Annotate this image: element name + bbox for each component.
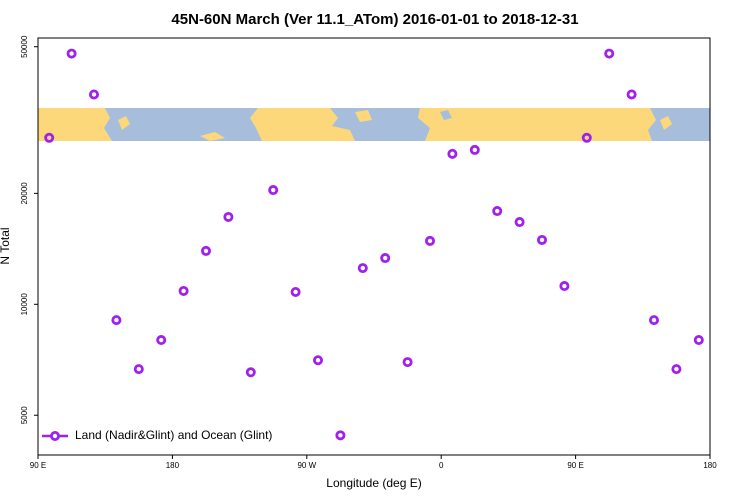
point: [626, 89, 637, 100]
point: [335, 430, 346, 441]
point: [245, 367, 256, 378]
point: [492, 206, 503, 217]
x-tick-label: 90 E: [567, 461, 583, 470]
point: [693, 335, 704, 346]
chart-title: 45N-60N March (Ver 11.1_ATom) 2016-01-01…: [171, 11, 578, 28]
x-tick-label: 90 W: [297, 461, 316, 470]
x-tick-label: 180: [703, 461, 717, 470]
point: [581, 132, 592, 143]
x-tick-label: 0: [439, 461, 444, 470]
point: [559, 281, 570, 292]
point: [357, 263, 368, 274]
point: [156, 335, 167, 346]
point: [223, 211, 234, 222]
x-tick-label: 90 E: [30, 461, 46, 470]
y-tick-label: 5000: [20, 406, 29, 424]
point: [380, 253, 391, 264]
x-tick-label: 180: [166, 461, 180, 470]
plot-frame: [37, 37, 711, 456]
point: [290, 286, 301, 297]
x-axis-label: Longitude (deg E): [326, 476, 421, 490]
point: [200, 245, 211, 256]
point: [537, 234, 548, 245]
point: [424, 235, 435, 246]
point: [402, 357, 413, 368]
point: [469, 144, 480, 155]
y-tick-label: 10000: [20, 293, 29, 316]
point: [514, 217, 525, 228]
point: [312, 355, 323, 366]
legend-label: Land (Nadir&Glint) and Ocean (Glint): [75, 428, 272, 442]
map-strip: [38, 108, 710, 141]
point: [89, 89, 100, 100]
y-tick-label: 20000: [20, 182, 29, 205]
point: [447, 148, 458, 159]
point: [133, 364, 144, 375]
y-tick-label: 50000: [20, 35, 29, 58]
point: [604, 48, 615, 59]
y-axis-label: N Total: [0, 227, 12, 264]
point: [178, 285, 189, 296]
point: [66, 48, 77, 59]
point: [111, 315, 122, 326]
point: [671, 364, 682, 375]
legend-marker: [50, 430, 61, 441]
point: [44, 132, 55, 143]
point: [649, 315, 660, 326]
point: [268, 185, 279, 196]
